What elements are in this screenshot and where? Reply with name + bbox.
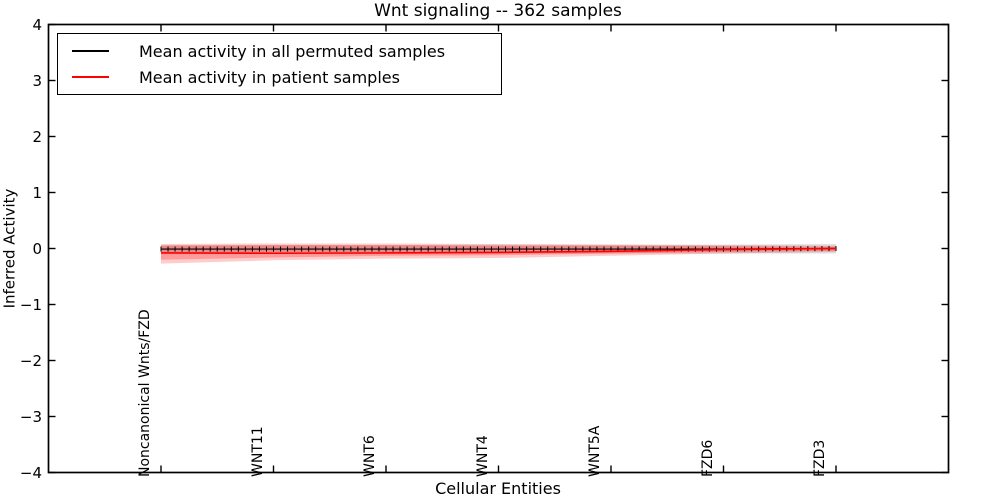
patient-line-swatch: [72, 76, 109, 78]
x-tick-label: WNT6: [362, 435, 378, 477]
y-tick-label: 0: [32, 239, 42, 258]
y-tick-label: −4: [19, 463, 42, 482]
legend-label: Mean activity in all permuted samples: [139, 41, 446, 61]
chart-title: Wnt signaling -- 362 samples: [374, 1, 622, 21]
x-axis-label: Cellular Entities: [435, 479, 561, 498]
y-tick-label: −3: [19, 407, 42, 426]
x-tick-label: WNT4: [474, 435, 491, 477]
x-tick-label: FZD3: [812, 439, 828, 477]
x-tick-label: WNT11: [249, 426, 266, 477]
x-tick-label: Noncanonical Wnts/FZD: [137, 309, 153, 477]
x-tick-label: FZD6: [699, 439, 716, 477]
legend-item-patient: Mean activity in patient samples: [58, 64, 501, 90]
x-tick-label: WNT5A: [587, 425, 603, 477]
y-tick-label: −1: [19, 295, 42, 314]
patient-mean-line: [160, 247, 837, 255]
legend-label: Mean activity in patient samples: [139, 67, 400, 87]
y-tick-label: −2: [19, 351, 42, 370]
legend-item-permuted: Mean activity in all permuted samples: [58, 38, 501, 64]
y-tick-label: 1: [32, 183, 42, 202]
y-tick-label: 4: [32, 15, 42, 34]
y-tick-label: 2: [32, 127, 42, 146]
legend: Mean activity in all permuted samples Me…: [57, 33, 502, 95]
permuted-line-swatch: [72, 50, 109, 52]
y-tick-label: 3: [32, 71, 42, 90]
